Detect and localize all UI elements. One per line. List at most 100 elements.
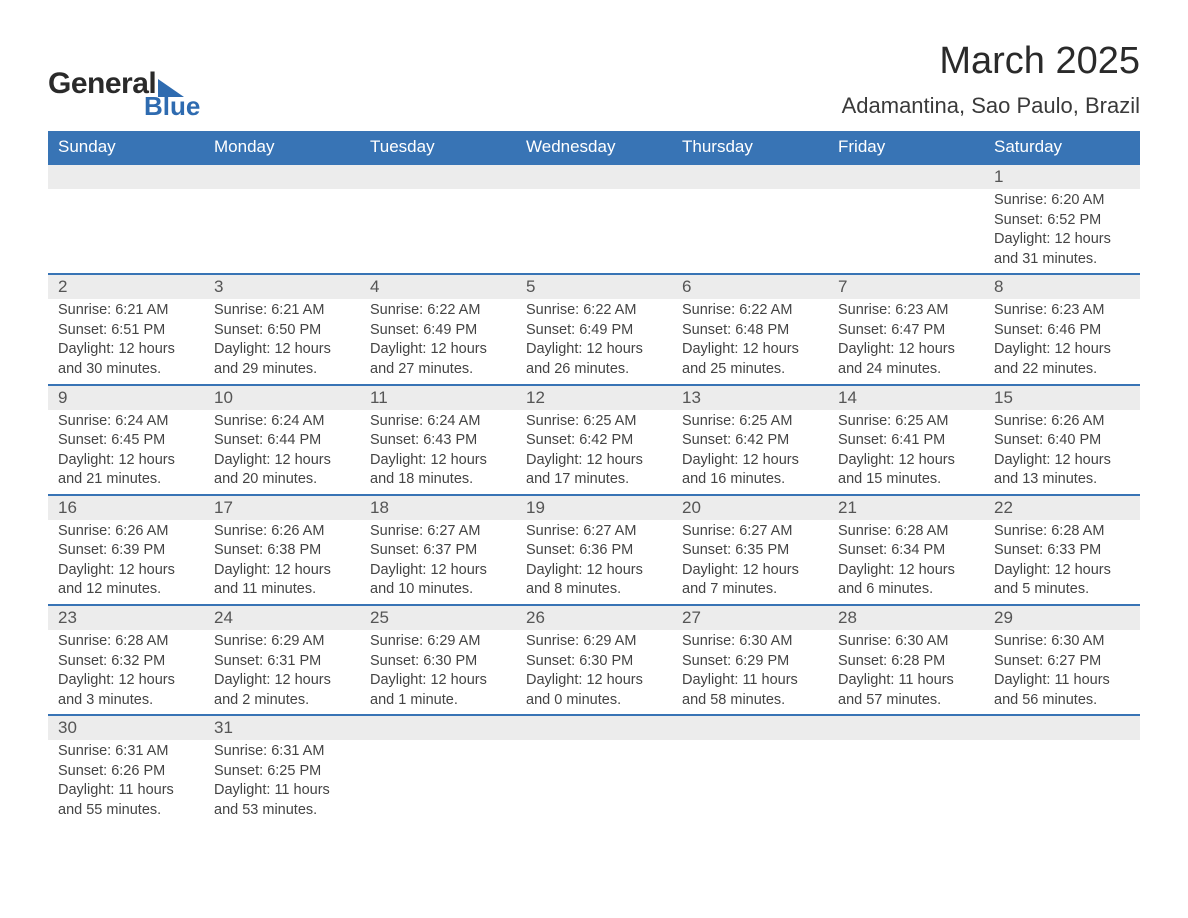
- day-number-cell: [516, 164, 672, 189]
- sunrise-line: Sunrise: 6:29 AM: [214, 632, 350, 652]
- sunrise-line: Sunrise: 6:27 AM: [682, 522, 818, 542]
- week-daynum-row: 2345678: [48, 274, 1140, 299]
- day-number-cell: 31: [204, 715, 360, 740]
- day-info-cell: [672, 189, 828, 274]
- sunset-line: Sunset: 6:37 PM: [370, 541, 506, 561]
- day-number-cell: [516, 715, 672, 740]
- sunrise-line: Sunrise: 6:24 AM: [214, 412, 350, 432]
- sunrise-line: Sunrise: 6:28 AM: [994, 522, 1130, 542]
- week-info-row: Sunrise: 6:28 AMSunset: 6:32 PMDaylight:…: [48, 630, 1140, 715]
- sunset-line: Sunset: 6:42 PM: [682, 431, 818, 451]
- daylight-line: Daylight: 12 hours and 10 minutes.: [370, 561, 506, 600]
- sunset-line: Sunset: 6:30 PM: [370, 652, 506, 672]
- sunset-line: Sunset: 6:47 PM: [838, 321, 974, 341]
- day-info-cell: Sunrise: 6:31 AMSunset: 6:25 PMDaylight:…: [204, 740, 360, 824]
- calendar-table: Sunday Monday Tuesday Wednesday Thursday…: [48, 131, 1140, 825]
- day-number-cell: [828, 715, 984, 740]
- day-info-cell: Sunrise: 6:30 AMSunset: 6:28 PMDaylight:…: [828, 630, 984, 715]
- daylight-line: Daylight: 12 hours and 17 minutes.: [526, 451, 662, 490]
- day-info-cell: [516, 740, 672, 824]
- sunset-line: Sunset: 6:31 PM: [214, 652, 350, 672]
- location-subtitle: Adamantina, Sao Paulo, Brazil: [842, 93, 1140, 119]
- day-number-cell: 24: [204, 605, 360, 630]
- week-info-row: Sunrise: 6:31 AMSunset: 6:26 PMDaylight:…: [48, 740, 1140, 824]
- day-info-cell: Sunrise: 6:21 AMSunset: 6:50 PMDaylight:…: [204, 299, 360, 384]
- sunset-line: Sunset: 6:39 PM: [58, 541, 194, 561]
- logo-text-blue: Blue: [144, 93, 200, 119]
- day-number-cell: 26: [516, 605, 672, 630]
- sunset-line: Sunset: 6:49 PM: [370, 321, 506, 341]
- sunset-line: Sunset: 6:43 PM: [370, 431, 506, 451]
- sunrise-line: Sunrise: 6:30 AM: [838, 632, 974, 652]
- week-daynum-row: 9101112131415: [48, 385, 1140, 410]
- week-info-row: Sunrise: 6:24 AMSunset: 6:45 PMDaylight:…: [48, 410, 1140, 495]
- daylight-line: Daylight: 12 hours and 26 minutes.: [526, 340, 662, 379]
- day-number-cell: 5: [516, 274, 672, 299]
- daylight-line: Daylight: 12 hours and 5 minutes.: [994, 561, 1130, 600]
- day-number-cell: [204, 164, 360, 189]
- daylight-line: Daylight: 12 hours and 3 minutes.: [58, 671, 194, 710]
- sunrise-line: Sunrise: 6:27 AM: [526, 522, 662, 542]
- sunset-line: Sunset: 6:41 PM: [838, 431, 974, 451]
- day-info-cell: Sunrise: 6:29 AMSunset: 6:30 PMDaylight:…: [360, 630, 516, 715]
- day-number-cell: [828, 164, 984, 189]
- sunset-line: Sunset: 6:34 PM: [838, 541, 974, 561]
- sunset-line: Sunset: 6:29 PM: [682, 652, 818, 672]
- sunset-line: Sunset: 6:48 PM: [682, 321, 818, 341]
- day-info-cell: Sunrise: 6:21 AMSunset: 6:51 PMDaylight:…: [48, 299, 204, 384]
- day-number-cell: 16: [48, 495, 204, 520]
- logo-text-general: General: [48, 69, 156, 99]
- sunrise-line: Sunrise: 6:31 AM: [214, 742, 350, 762]
- day-info-cell: Sunrise: 6:26 AMSunset: 6:39 PMDaylight:…: [48, 520, 204, 605]
- sunset-line: Sunset: 6:33 PM: [994, 541, 1130, 561]
- logo: General Blue: [48, 69, 200, 119]
- day-number-cell: 19: [516, 495, 672, 520]
- daylight-line: Daylight: 12 hours and 0 minutes.: [526, 671, 662, 710]
- daylight-line: Daylight: 12 hours and 27 minutes.: [370, 340, 506, 379]
- day-info-cell: [204, 189, 360, 274]
- day-number-cell: 15: [984, 385, 1140, 410]
- day-number-cell: 4: [360, 274, 516, 299]
- daylight-line: Daylight: 12 hours and 1 minute.: [370, 671, 506, 710]
- day-info-cell: [48, 189, 204, 274]
- day-info-cell: Sunrise: 6:24 AMSunset: 6:43 PMDaylight:…: [360, 410, 516, 495]
- daylight-line: Daylight: 11 hours and 53 minutes.: [214, 781, 350, 820]
- col-tuesday: Tuesday: [360, 131, 516, 164]
- sunrise-line: Sunrise: 6:22 AM: [682, 301, 818, 321]
- daylight-line: Daylight: 12 hours and 13 minutes.: [994, 451, 1130, 490]
- daylight-line: Daylight: 12 hours and 15 minutes.: [838, 451, 974, 490]
- day-info-cell: Sunrise: 6:26 AMSunset: 6:38 PMDaylight:…: [204, 520, 360, 605]
- day-number-cell: 17: [204, 495, 360, 520]
- week-info-row: Sunrise: 6:20 AMSunset: 6:52 PMDaylight:…: [48, 189, 1140, 274]
- day-info-cell: [828, 189, 984, 274]
- daylight-line: Daylight: 12 hours and 11 minutes.: [214, 561, 350, 600]
- daylight-line: Daylight: 12 hours and 12 minutes.: [58, 561, 194, 600]
- day-number-cell: 29: [984, 605, 1140, 630]
- day-number-cell: [672, 164, 828, 189]
- day-info-cell: Sunrise: 6:20 AMSunset: 6:52 PMDaylight:…: [984, 189, 1140, 274]
- sunrise-line: Sunrise: 6:30 AM: [682, 632, 818, 652]
- daylight-line: Daylight: 12 hours and 21 minutes.: [58, 451, 194, 490]
- daylight-line: Daylight: 12 hours and 20 minutes.: [214, 451, 350, 490]
- week-daynum-row: 1: [48, 164, 1140, 189]
- day-number-cell: [360, 164, 516, 189]
- day-number-cell: 10: [204, 385, 360, 410]
- day-info-cell: [828, 740, 984, 824]
- day-number-cell: 18: [360, 495, 516, 520]
- sunset-line: Sunset: 6:42 PM: [526, 431, 662, 451]
- sunrise-line: Sunrise: 6:25 AM: [526, 412, 662, 432]
- day-info-cell: Sunrise: 6:22 AMSunset: 6:48 PMDaylight:…: [672, 299, 828, 384]
- day-number-cell: 27: [672, 605, 828, 630]
- sunrise-line: Sunrise: 6:21 AM: [214, 301, 350, 321]
- day-info-cell: Sunrise: 6:23 AMSunset: 6:47 PMDaylight:…: [828, 299, 984, 384]
- daylight-line: Daylight: 11 hours and 57 minutes.: [838, 671, 974, 710]
- daylight-line: Daylight: 12 hours and 6 minutes.: [838, 561, 974, 600]
- sunrise-line: Sunrise: 6:22 AM: [526, 301, 662, 321]
- day-info-cell: [984, 740, 1140, 824]
- day-number-cell: 20: [672, 495, 828, 520]
- day-info-cell: Sunrise: 6:27 AMSunset: 6:35 PMDaylight:…: [672, 520, 828, 605]
- sunset-line: Sunset: 6:40 PM: [994, 431, 1130, 451]
- sunset-line: Sunset: 6:45 PM: [58, 431, 194, 451]
- col-sunday: Sunday: [48, 131, 204, 164]
- sunrise-line: Sunrise: 6:24 AM: [370, 412, 506, 432]
